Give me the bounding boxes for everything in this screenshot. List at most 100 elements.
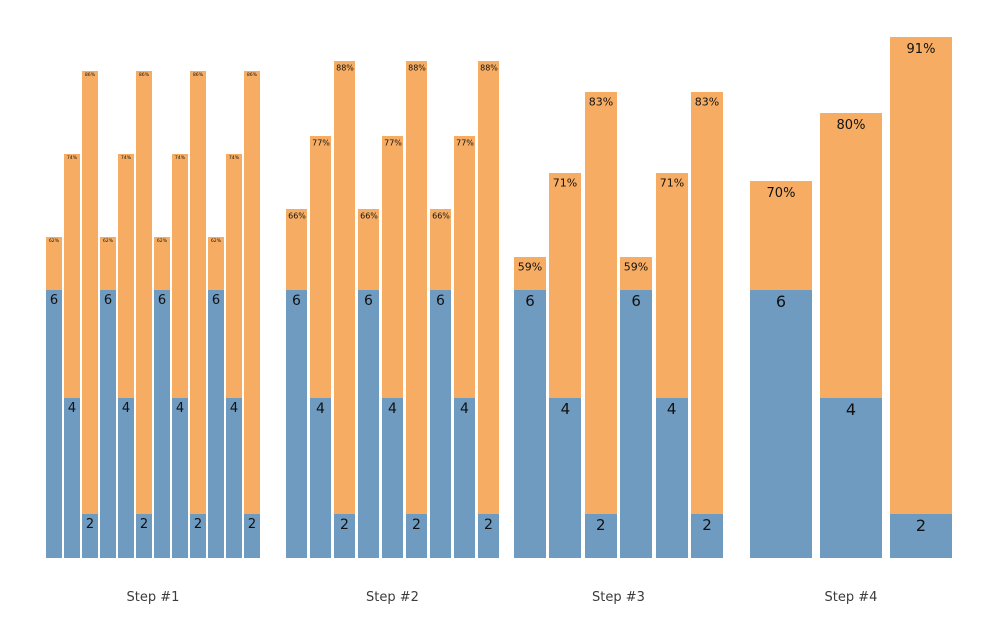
bar-segment-orange xyxy=(154,237,170,290)
bar-pct-label: 86% xyxy=(138,72,150,78)
bar-segment-blue xyxy=(226,398,242,558)
bar-segment-orange xyxy=(46,237,62,290)
bar-value-label: 4 xyxy=(175,401,185,416)
bar-segment-blue xyxy=(584,514,617,558)
bar-pct-label: 71% xyxy=(659,177,684,190)
bar-pct-label: 66% xyxy=(359,212,378,221)
bar-pct-label: 62% xyxy=(48,238,60,244)
bar-value-label: 2 xyxy=(139,517,149,532)
bar-value-label: 2 xyxy=(412,517,421,533)
bar-segment-orange xyxy=(190,71,206,514)
bar-segment-orange xyxy=(750,181,812,290)
bar-value-label: 2 xyxy=(193,517,203,532)
bar-pct-label: 86% xyxy=(192,72,204,78)
bar-segment-orange xyxy=(136,71,152,514)
bar-segment-blue xyxy=(750,290,812,558)
bar-segment-orange xyxy=(382,136,403,398)
bar-segment-orange xyxy=(890,37,952,514)
bar-segment-blue xyxy=(154,290,170,558)
bar-value-label: 4 xyxy=(67,401,77,416)
bar-pct-label: 77% xyxy=(383,139,402,148)
bar-segment-orange xyxy=(286,209,307,290)
bar-segment-blue xyxy=(100,290,116,558)
bar-value-label: 4 xyxy=(316,401,325,417)
bar-segment-blue xyxy=(286,290,307,558)
bar-segment-blue xyxy=(334,514,355,558)
bar-value-label: 2 xyxy=(247,517,257,532)
bar-segment-blue xyxy=(358,290,379,558)
bar-pct-label: 66% xyxy=(431,212,450,221)
bar-segment-orange xyxy=(82,71,98,514)
bar-segment-orange xyxy=(100,237,116,290)
bar-segment-blue xyxy=(310,398,331,558)
bar-value-label: 4 xyxy=(121,401,131,416)
bar-pct-label: 59% xyxy=(623,261,649,274)
group-label: Step #2 xyxy=(366,590,419,605)
bar-segment-blue xyxy=(82,514,98,558)
bar-pct-label: 62% xyxy=(156,238,168,244)
bar-pct-label: 66% xyxy=(287,212,306,221)
bar-value-label: 6 xyxy=(436,293,445,309)
bar-value-label: 2 xyxy=(85,517,95,532)
bar-segment-orange xyxy=(430,209,451,290)
bar-segment-orange xyxy=(226,154,242,398)
bar-segment-orange xyxy=(244,71,260,514)
bar-segment-orange xyxy=(64,154,80,398)
bar-segment-blue xyxy=(655,398,688,558)
bar-segment-orange xyxy=(691,92,723,514)
bar-pct-label: 88% xyxy=(335,64,354,73)
bar-pct-label: 62% xyxy=(210,238,222,244)
bar-pct-label: 70% xyxy=(766,186,796,201)
bar-segment-blue xyxy=(514,290,546,558)
bar-value-label: 2 xyxy=(915,516,927,535)
bar-segment-blue xyxy=(190,514,206,558)
bar-value-label: 6 xyxy=(364,293,373,309)
bar-segment-blue xyxy=(136,514,152,558)
bar-segment-orange xyxy=(334,61,355,514)
bar-segment-blue xyxy=(454,398,475,558)
bar-value-label: 6 xyxy=(292,293,301,309)
bar-segment-orange xyxy=(478,61,499,514)
group-label: Step #3 xyxy=(592,590,645,605)
bar-value-label: 2 xyxy=(596,516,606,534)
bar-segment-blue xyxy=(208,290,224,558)
bar-value-label: 2 xyxy=(484,517,493,533)
bar-segment-orange xyxy=(310,136,331,398)
bar-segment-blue xyxy=(382,398,403,558)
bar-value-label: 2 xyxy=(340,517,349,533)
bar-segment-blue xyxy=(890,514,952,558)
bar-segment-orange xyxy=(584,92,617,514)
bar-pct-label: 83% xyxy=(588,96,614,109)
bar-segment-blue xyxy=(478,514,499,558)
bar-value-label: 4 xyxy=(845,400,857,419)
bar-pct-label: 74% xyxy=(66,155,78,161)
bar-segment-blue xyxy=(406,514,427,558)
bar-value-label: 4 xyxy=(666,400,677,418)
bar-pct-label: 71% xyxy=(553,177,578,190)
bar-segment-blue xyxy=(244,514,260,558)
bar-value-label: 6 xyxy=(157,293,167,308)
bar-value-label: 2 xyxy=(702,516,712,534)
bar-segment-blue xyxy=(46,290,62,558)
bar-value-label: 6 xyxy=(525,292,535,310)
bar-segment-blue xyxy=(820,398,882,558)
bar-pct-label: 83% xyxy=(694,96,720,109)
bar-pct-label: 74% xyxy=(120,155,132,161)
bar-pct-label: 88% xyxy=(407,64,426,73)
bar-segment-orange xyxy=(454,136,475,398)
bar-pct-label: 86% xyxy=(84,72,96,78)
group-label: Step #1 xyxy=(126,590,180,605)
bar-segment-orange xyxy=(514,257,546,290)
bar-pct-label: 77% xyxy=(311,139,330,148)
bar-value-label: 6 xyxy=(49,293,59,308)
bar-pct-label: 59% xyxy=(517,261,543,274)
bar-segment-orange xyxy=(655,173,688,398)
bar-segment-blue xyxy=(172,398,188,558)
bar-segment-orange xyxy=(820,113,882,398)
bar-segment-blue xyxy=(691,514,723,558)
bar-segment-blue xyxy=(430,290,451,558)
bar-pct-label: 86% xyxy=(246,72,258,78)
bar-value-label: 6 xyxy=(211,293,221,308)
bar-pct-label: 91% xyxy=(906,42,936,57)
